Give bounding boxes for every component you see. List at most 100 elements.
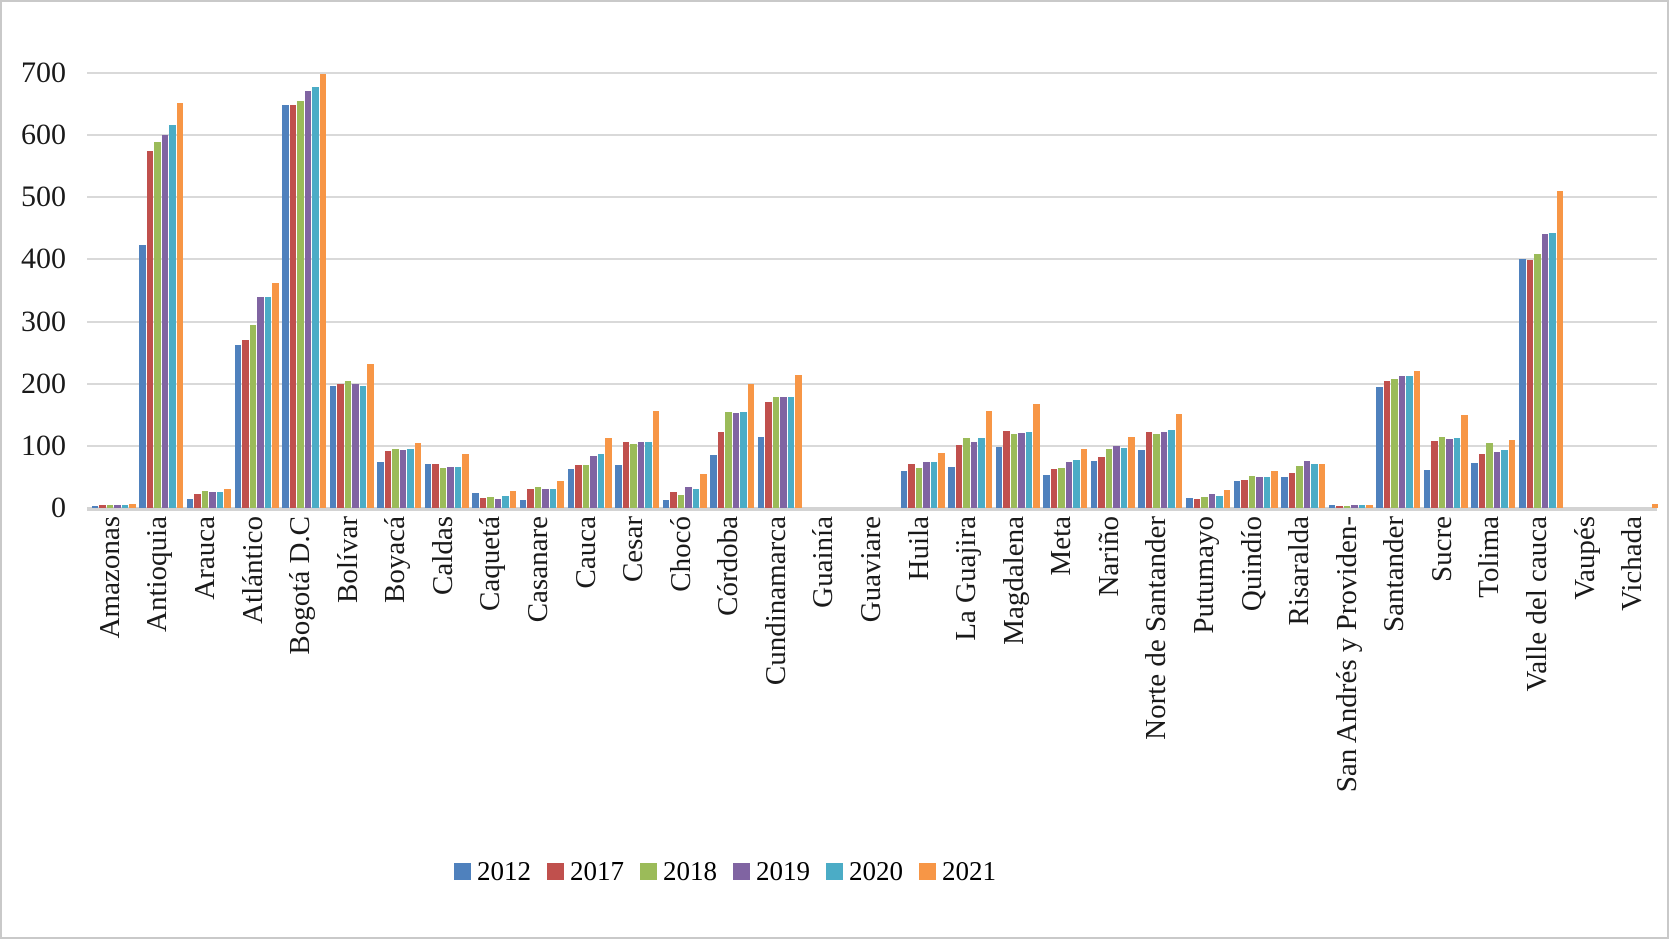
legend-label: 2020 xyxy=(849,856,903,886)
bar-2019 xyxy=(1208,494,1216,508)
legend-label: 2012 xyxy=(477,856,531,886)
bar-2012 xyxy=(1281,476,1288,508)
x-category-label: Cundinamarca xyxy=(759,516,792,686)
bar-2012 xyxy=(329,386,337,508)
bar-2019 xyxy=(1398,375,1406,508)
bar-2012 xyxy=(567,469,575,508)
bar-2018 xyxy=(725,412,732,508)
bar-2019 xyxy=(1446,439,1453,508)
bar-2019 xyxy=(114,504,121,508)
bar-2020 xyxy=(1025,431,1033,508)
bar-2020 xyxy=(1216,495,1223,508)
bar-2017 xyxy=(384,451,392,508)
bar-2017 xyxy=(955,444,963,508)
bar-2019 xyxy=(970,442,978,508)
x-category-label: Bogotá D.C xyxy=(284,516,317,655)
bar-2017 xyxy=(194,493,201,508)
bar-2021 xyxy=(129,504,136,508)
bar-2019 xyxy=(1018,433,1025,508)
x-category-label: Caldas xyxy=(426,516,459,595)
bar-2021 xyxy=(1128,437,1135,508)
x-category-label: Cesar xyxy=(617,516,650,583)
x-category-label: Amazonas xyxy=(93,516,126,639)
y-tick-label: 600 xyxy=(21,118,66,152)
x-category-label: Antioquia xyxy=(141,516,174,632)
bar-2020 xyxy=(1358,504,1366,508)
x-category-label: Quindío xyxy=(1235,516,1268,612)
bar-2021 xyxy=(1223,489,1231,508)
legend-swatch-icon xyxy=(919,863,936,880)
bar-2018 xyxy=(1391,378,1398,508)
bar-2018 xyxy=(1201,496,1208,508)
bar-2020 xyxy=(1453,438,1461,508)
bar-2019 xyxy=(304,91,312,508)
bar-2012 xyxy=(1328,504,1336,508)
bar-2021 xyxy=(747,384,755,508)
bar-2017 xyxy=(1383,381,1391,508)
legend-item-2019: 2019 xyxy=(733,858,810,885)
bar-2017 xyxy=(527,488,534,508)
legend-label: 2017 xyxy=(570,856,624,886)
bar-2018 xyxy=(630,443,637,508)
gridline xyxy=(87,320,1657,323)
x-category-label: Caquetá xyxy=(474,516,507,612)
x-category-label: Cauca xyxy=(569,516,602,589)
bar-2021 xyxy=(367,363,374,508)
bar-2012 xyxy=(186,499,194,508)
bar-2017 xyxy=(1050,469,1058,508)
bar-2017 xyxy=(717,431,725,508)
bar-2017 xyxy=(670,491,677,508)
gridline xyxy=(87,382,1657,385)
bar-2020 xyxy=(645,442,652,508)
gridline xyxy=(87,72,1657,74)
bar-2019 xyxy=(685,486,692,508)
bar-2021 xyxy=(1556,191,1564,508)
bar-2018 xyxy=(344,380,352,508)
bar-2012 xyxy=(900,470,908,508)
bar-2019 xyxy=(447,466,454,508)
bar-2019 xyxy=(1065,462,1073,508)
bar-2012 xyxy=(377,462,384,508)
bar-2012 xyxy=(91,505,99,508)
legend-label: 2019 xyxy=(756,856,810,886)
bar-2017 xyxy=(1241,480,1248,508)
bar-2019 xyxy=(161,134,169,508)
bar-2021 xyxy=(1080,448,1088,508)
x-axis-line xyxy=(87,507,1657,511)
bar-2018 xyxy=(1058,467,1065,508)
x-category-label: San Andrés y Providen- xyxy=(1330,516,1363,793)
x-category-label: Sucre xyxy=(1425,516,1458,583)
bar-2019 xyxy=(257,296,264,508)
legend-swatch-icon xyxy=(454,863,471,880)
legend-swatch-icon xyxy=(547,863,564,880)
bar-2017 xyxy=(242,339,249,508)
gridline xyxy=(87,134,1657,137)
bar-2018 xyxy=(1010,434,1018,508)
bar-2017 xyxy=(1336,506,1343,508)
bar-2018 xyxy=(582,464,590,508)
bar-2020 xyxy=(359,385,367,508)
bar-2012 xyxy=(757,436,765,508)
legend-item-2012: 2012 xyxy=(454,858,531,885)
legend-swatch-icon xyxy=(826,863,843,880)
bar-2019 xyxy=(542,489,549,508)
bar-2017 xyxy=(1431,440,1438,508)
bar-2019 xyxy=(1303,461,1311,508)
bar-2021 xyxy=(176,103,184,508)
x-category-label: Guainía xyxy=(807,516,840,608)
x-category-label: Huila xyxy=(902,516,935,581)
bar-2020 xyxy=(549,488,557,508)
bar-2020 xyxy=(978,438,985,508)
bar-2020 xyxy=(692,489,700,508)
bar-2020 xyxy=(1120,447,1128,508)
x-category-label: Putumayo xyxy=(1188,516,1221,634)
bar-2012 xyxy=(1186,498,1193,508)
bar-2018 xyxy=(1343,506,1351,508)
bar-2021 xyxy=(1175,414,1183,508)
bar-2018 xyxy=(487,496,494,508)
bar-2012 xyxy=(662,499,670,508)
bar-2012 xyxy=(472,493,479,508)
bar-2020 xyxy=(1501,449,1508,508)
bar-2019 xyxy=(1351,504,1358,508)
